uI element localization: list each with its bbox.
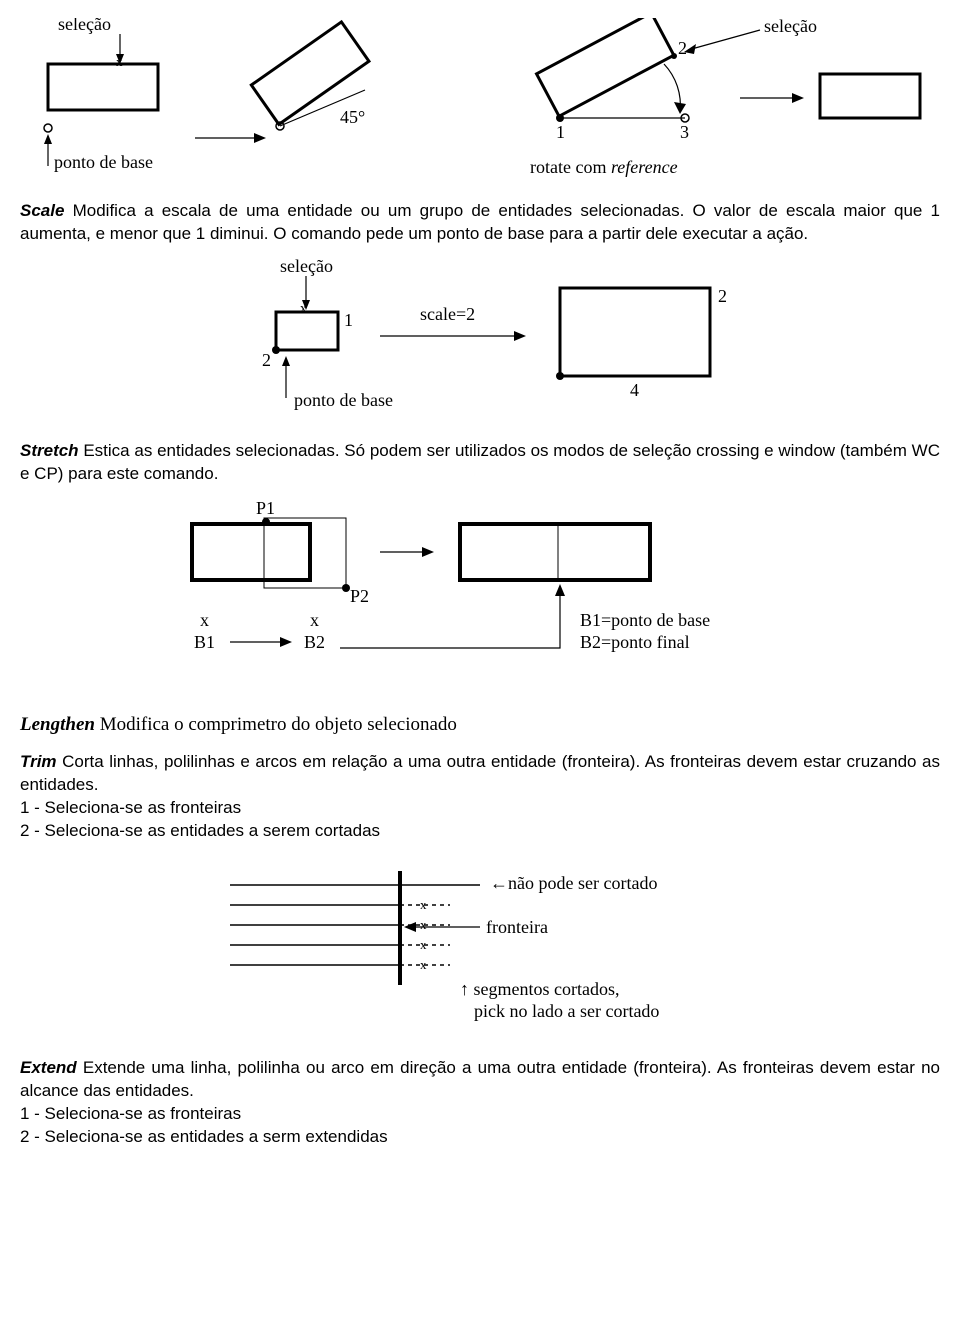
- figure-trim: x x x x ←não pode ser cortado fronteira …: [190, 855, 770, 1045]
- fs-2top: 2: [262, 350, 271, 370]
- para-scale: Scale Modifica a escala de uma entidade …: [20, 200, 940, 246]
- text-extend: Extende uma linha, polilinha ou arco em …: [20, 1058, 940, 1100]
- trim-seg2: pick no lado a ser cortado: [474, 1001, 659, 1021]
- num-2: 2: [678, 38, 687, 58]
- label-selecao-right: seleção: [764, 18, 817, 36]
- figure-scale: seleção x 1 2 ponto de base scale=2 2 4: [180, 258, 780, 428]
- para-trim: Trim Corta linhas, polilinhas e arcos em…: [20, 751, 940, 843]
- num-1: 1: [556, 122, 565, 142]
- label-selecao-left: seleção: [58, 18, 111, 34]
- label-rotate-ref-prefix: rotate com: [530, 157, 611, 177]
- para-stretch: Stretch Estica as entidades selecionadas…: [20, 440, 940, 486]
- cmd-stretch: Stretch: [20, 441, 79, 460]
- text-lengthen: Modifica o comprimetro do objeto selecio…: [95, 714, 457, 735]
- figure-stretch: P1 P2 x x B1 B2 B1=ponto de base B2=pont…: [160, 498, 800, 698]
- fs-1: 1: [344, 310, 353, 330]
- cmd-trim: Trim: [20, 752, 57, 771]
- cmd-extend: Extend: [20, 1058, 77, 1077]
- st-p2: P2: [350, 586, 369, 606]
- label-ponto-base: ponto de base: [54, 152, 153, 172]
- para-extend: Extend Extende uma linha, polilinha ou a…: [20, 1057, 940, 1149]
- fs-scale2: scale=2: [420, 304, 475, 324]
- st-p1: P1: [256, 498, 275, 518]
- svg-text:x: x: [420, 957, 427, 972]
- cmd-scale: Scale: [20, 201, 64, 220]
- extend-step1: 1 - Seleciona-se as fronteiras: [20, 1104, 241, 1123]
- figure-rotate: seleção x ponto de base 45° 1: [20, 18, 930, 188]
- text-scale: Modifica a escala de uma entidade ou um …: [20, 201, 940, 243]
- svg-text:x: x: [420, 897, 427, 912]
- trim-seg1: ↑ segmentos cortados,: [460, 979, 619, 999]
- fs-pontobase: ponto de base: [294, 390, 393, 410]
- cmd-lengthen: Lengthen: [20, 714, 95, 735]
- trim-step2: 2 - Seleciona-se as entidades a serem co…: [20, 821, 380, 840]
- svg-text:x: x: [116, 54, 123, 69]
- fs-selecao: seleção: [280, 258, 333, 276]
- st-x2: x: [310, 610, 319, 630]
- st-b1: B1: [194, 632, 215, 652]
- num-3: 3: [680, 122, 689, 142]
- svg-text:x: x: [420, 917, 427, 932]
- st-b2: B2: [304, 632, 325, 652]
- trim-naocortado: ←não pode ser cortado: [490, 873, 657, 893]
- st-x1: x: [200, 610, 209, 630]
- label-45: 45°: [340, 107, 365, 127]
- svg-text:x: x: [420, 937, 427, 952]
- fs-4: 4: [630, 380, 639, 400]
- fs-2r: 2: [718, 286, 727, 306]
- st-b2desc: B2=ponto final: [580, 632, 690, 652]
- extend-step2: 2 - Seleciona-se as entidades a serm ext…: [20, 1127, 388, 1146]
- st-b1desc: B1=ponto de base: [580, 610, 710, 630]
- text-trim: Corta linhas, polilinhas e arcos em rela…: [20, 752, 940, 794]
- label-rotate-ref-italic: reference: [611, 157, 678, 177]
- trim-step1: 1 - Seleciona-se as fronteiras: [20, 798, 241, 817]
- para-lengthen: Lengthen Modifica o comprimetro do objet…: [20, 712, 940, 738]
- svg-text:rotate com reference: rotate com reference: [530, 157, 678, 177]
- text-stretch: Estica as entidades selecionadas. Só pod…: [20, 441, 940, 483]
- trim-fronteira: fronteira: [486, 917, 548, 937]
